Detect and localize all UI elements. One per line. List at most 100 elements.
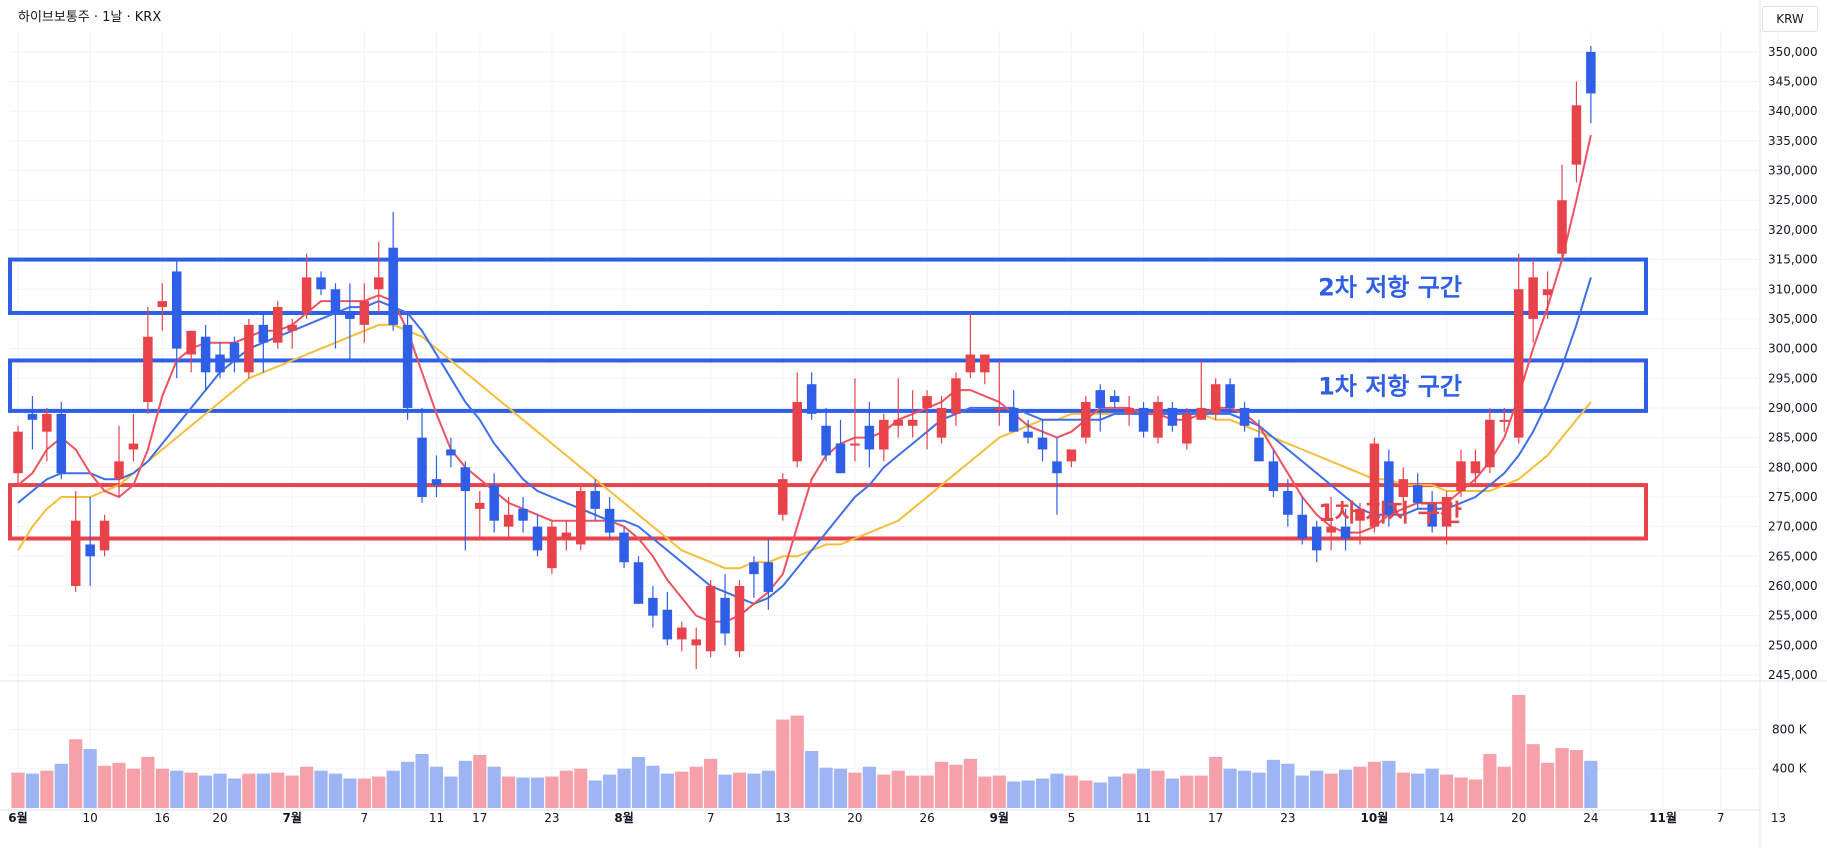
candle-body xyxy=(835,443,846,474)
candle-body xyxy=(229,342,240,361)
price-tick-label: 245,000 xyxy=(1768,668,1818,682)
volume-bar xyxy=(1151,770,1165,808)
candle xyxy=(1023,419,1033,444)
volume-bars xyxy=(11,695,1598,808)
zone-box-resist xyxy=(8,257,1648,315)
volume-bar xyxy=(1526,744,1540,808)
volume-bar xyxy=(473,754,487,808)
candle-body xyxy=(1037,437,1048,450)
time-tick-label: 16 xyxy=(155,811,170,825)
volume-bar xyxy=(1252,772,1266,808)
candle-body xyxy=(1196,407,1207,420)
price-tick-label: 330,000 xyxy=(1768,164,1818,178)
candle-body xyxy=(1283,491,1293,515)
candle-body xyxy=(604,508,615,533)
volume-bar xyxy=(1497,766,1511,808)
volume-bar xyxy=(444,776,458,808)
volume-bar xyxy=(112,762,126,808)
candle xyxy=(951,372,961,426)
chart-title: 하이브보통주 · 1날 · KRX xyxy=(18,10,162,25)
zone-box-support xyxy=(8,483,1648,541)
volume-bar xyxy=(1136,768,1151,808)
candle xyxy=(763,538,774,610)
price-tick-label: 285,000 xyxy=(1768,431,1818,445)
volume-bar xyxy=(1310,770,1324,808)
volume-bar xyxy=(1584,760,1598,808)
candle xyxy=(1355,502,1365,545)
candle xyxy=(1124,396,1134,426)
zone-labels: 2차 저항 구간 1차 저항 구간 1차 지지 구간 xyxy=(1318,273,1462,527)
candle xyxy=(287,318,297,349)
volume-bar xyxy=(141,756,155,808)
candle xyxy=(850,378,860,462)
candle-body xyxy=(951,378,961,414)
candle-body xyxy=(200,336,211,373)
time-tick-label: 7월 xyxy=(282,810,301,825)
volume-bar xyxy=(1064,775,1078,808)
candle-body xyxy=(345,312,355,319)
candle xyxy=(980,354,990,385)
candle-body xyxy=(417,437,427,497)
candle xyxy=(1210,378,1221,420)
volume-bar xyxy=(1194,775,1208,808)
candle xyxy=(1542,271,1553,319)
candle xyxy=(619,526,629,569)
candle xyxy=(720,574,730,646)
candle-body xyxy=(1153,402,1163,438)
candle xyxy=(446,437,456,468)
volume-bar xyxy=(704,758,718,808)
candle xyxy=(374,241,384,313)
candle-body xyxy=(691,639,701,646)
candle xyxy=(1066,449,1077,468)
volume-bar xyxy=(1353,766,1367,808)
candle-body xyxy=(792,402,802,462)
candle-body xyxy=(763,562,774,592)
currency-button[interactable]: KRW xyxy=(1762,6,1818,32)
price-tick-label: 255,000 xyxy=(1768,609,1818,623)
candle-body xyxy=(1326,526,1336,533)
volume-bar xyxy=(588,780,602,808)
volume-bar xyxy=(401,761,415,808)
candle xyxy=(200,324,211,391)
candle-body xyxy=(864,425,875,450)
candle-body xyxy=(893,419,903,426)
candle xyxy=(1138,402,1149,438)
candle-body xyxy=(143,336,153,403)
candle xyxy=(792,372,802,468)
volume-bar xyxy=(227,778,242,808)
candle-body xyxy=(648,597,658,616)
candle xyxy=(1109,390,1120,408)
time-tick-label: 11월 xyxy=(1649,810,1677,825)
candle xyxy=(417,407,427,503)
candle-body xyxy=(778,479,788,515)
candle-body xyxy=(965,354,976,373)
volume-bar xyxy=(429,766,444,808)
zone-label: 2차 저항 구간 xyxy=(1318,273,1462,301)
time-tick-label: 23 xyxy=(1280,811,1295,825)
candle-body xyxy=(1297,514,1308,539)
volume-bar xyxy=(502,776,516,808)
volume-bar xyxy=(25,773,40,808)
time-tick-label: 10월 xyxy=(1361,810,1389,825)
candle xyxy=(1485,407,1495,474)
volume-bar xyxy=(285,775,299,808)
candle-body xyxy=(720,597,730,634)
volume-bar xyxy=(1209,756,1223,808)
candle xyxy=(215,342,225,379)
candle-body xyxy=(1499,419,1510,422)
volume-bar xyxy=(776,719,790,808)
ma-mid-line xyxy=(17,277,1592,605)
volume-bar xyxy=(631,756,646,808)
candle-body xyxy=(1095,390,1105,408)
time-tick-label: 6월 xyxy=(8,810,27,825)
candle xyxy=(70,491,81,592)
candle-body xyxy=(590,491,600,509)
volume-bar xyxy=(559,770,573,808)
candle-body xyxy=(1182,413,1192,444)
volume-bar xyxy=(761,770,775,808)
candle-body xyxy=(1167,407,1178,426)
candle-body xyxy=(85,544,95,557)
volume-bar xyxy=(300,766,314,808)
candle-body xyxy=(1412,485,1423,503)
